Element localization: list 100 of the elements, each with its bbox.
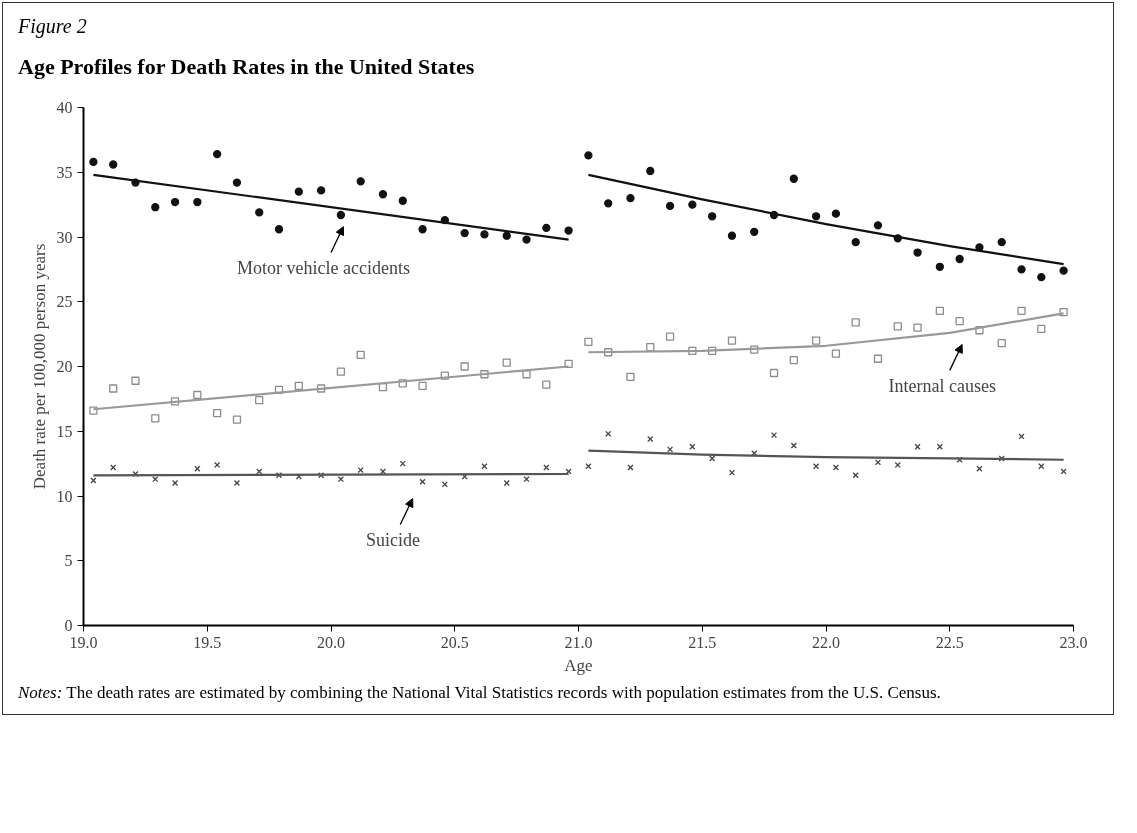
x-tick-label: 19.0 bbox=[69, 633, 98, 651]
y-tick-label: 15 bbox=[56, 422, 73, 440]
point bbox=[585, 463, 592, 470]
point bbox=[357, 466, 364, 474]
point bbox=[1017, 306, 1026, 315]
point bbox=[913, 248, 922, 257]
point bbox=[378, 383, 388, 392]
point bbox=[294, 381, 303, 391]
point bbox=[935, 262, 944, 271]
annotation: Motor vehicle accidents bbox=[237, 257, 411, 278]
point bbox=[1059, 266, 1068, 275]
point bbox=[1017, 265, 1026, 274]
point bbox=[440, 371, 449, 380]
point bbox=[356, 177, 365, 186]
point bbox=[665, 201, 675, 211]
point bbox=[1059, 307, 1068, 317]
point bbox=[1037, 272, 1046, 282]
point bbox=[109, 160, 118, 169]
point bbox=[750, 345, 759, 354]
point bbox=[811, 336, 821, 345]
point bbox=[727, 336, 737, 345]
point bbox=[647, 435, 654, 443]
y-tick-label: 20 bbox=[56, 357, 73, 375]
point bbox=[316, 186, 326, 195]
point bbox=[151, 203, 160, 212]
point bbox=[274, 385, 284, 394]
point bbox=[812, 463, 820, 470]
point bbox=[688, 200, 697, 209]
point bbox=[255, 208, 264, 217]
point bbox=[502, 231, 511, 240]
point bbox=[502, 358, 511, 367]
point bbox=[997, 339, 1006, 348]
point bbox=[975, 326, 984, 335]
y-tick-label: 40 bbox=[56, 98, 73, 116]
point bbox=[213, 408, 222, 418]
point bbox=[194, 465, 201, 472]
point bbox=[110, 464, 117, 471]
x-axis-title: Age bbox=[564, 655, 593, 675]
point bbox=[604, 348, 613, 357]
point bbox=[727, 231, 737, 240]
point bbox=[811, 212, 821, 221]
point bbox=[564, 226, 573, 235]
point bbox=[542, 380, 551, 389]
point bbox=[728, 469, 736, 476]
point bbox=[336, 367, 346, 376]
y-tick-label: 35 bbox=[56, 163, 73, 181]
point bbox=[873, 354, 883, 363]
y-tick-label: 10 bbox=[56, 487, 73, 505]
point bbox=[646, 342, 655, 352]
point bbox=[708, 346, 717, 356]
point bbox=[543, 464, 550, 471]
text: Notes: The death rates are estimated by combining the National Vital Statistics records with population estimates from the U.S. Census. bbox=[18, 682, 941, 704]
y-tick-label: 25 bbox=[56, 293, 73, 311]
point bbox=[89, 406, 98, 415]
y-tick-label: 5 bbox=[64, 552, 73, 570]
point bbox=[997, 238, 1006, 247]
point bbox=[851, 318, 860, 327]
point bbox=[584, 337, 593, 347]
point bbox=[480, 370, 489, 379]
point bbox=[913, 323, 922, 332]
point bbox=[770, 431, 778, 439]
point bbox=[256, 468, 263, 475]
point bbox=[480, 230, 489, 239]
point bbox=[665, 332, 675, 341]
line-series bbox=[587, 449, 1065, 461]
point bbox=[151, 414, 160, 423]
point bbox=[873, 221, 883, 230]
point bbox=[460, 228, 469, 238]
point bbox=[460, 362, 469, 371]
point bbox=[893, 322, 902, 331]
point bbox=[709, 455, 716, 462]
point bbox=[935, 306, 944, 315]
point bbox=[378, 190, 388, 199]
chart-subtitle: Age Profiles for Death Rates in the United States bbox=[18, 52, 475, 81]
point bbox=[522, 235, 531, 244]
point bbox=[584, 151, 593, 160]
point bbox=[441, 481, 448, 488]
point bbox=[646, 166, 655, 176]
point bbox=[255, 396, 264, 405]
point bbox=[832, 464, 840, 471]
point bbox=[193, 390, 202, 400]
point bbox=[750, 227, 759, 236]
point bbox=[356, 350, 365, 359]
point bbox=[542, 223, 551, 233]
x-tick-label: 20.0 bbox=[317, 633, 345, 651]
point bbox=[831, 349, 841, 358]
point bbox=[109, 384, 118, 393]
point bbox=[89, 157, 98, 167]
point bbox=[831, 209, 841, 218]
y-tick-label: 0 bbox=[64, 616, 73, 634]
point bbox=[894, 461, 901, 469]
point bbox=[1038, 463, 1045, 470]
point bbox=[689, 443, 696, 450]
annotation: Internal causes bbox=[888, 375, 997, 396]
point bbox=[874, 459, 882, 466]
point bbox=[914, 443, 921, 450]
point bbox=[399, 460, 406, 467]
annotation: Suicide bbox=[365, 529, 420, 550]
point bbox=[523, 476, 530, 483]
x-tick-label: 22.0 bbox=[812, 633, 840, 651]
